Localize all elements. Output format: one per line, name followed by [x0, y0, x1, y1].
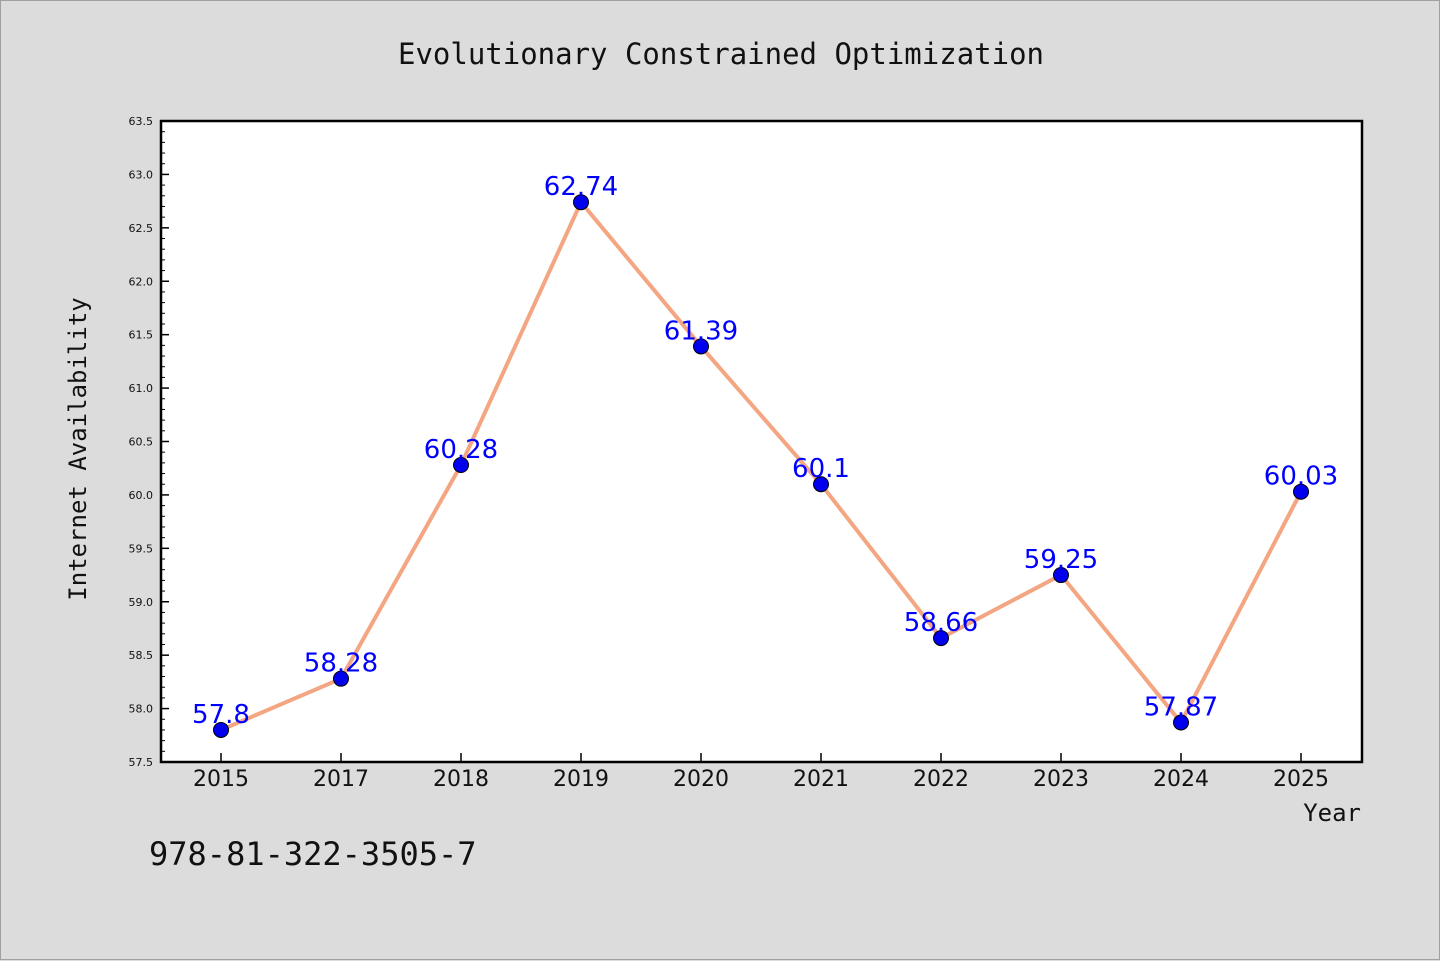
- y-tick-label: 58.5: [129, 649, 154, 662]
- data-point: [1293, 483, 1309, 500]
- x-tick-label: 2025: [1273, 767, 1329, 792]
- x-axis-label: Year: [1303, 799, 1361, 827]
- x-tick-label: 2018: [433, 767, 489, 792]
- data-label: 61.39: [664, 316, 738, 346]
- data-point: [1173, 714, 1189, 731]
- data-label: 59.25: [1024, 545, 1098, 575]
- x-axis: 2015 2017 2018 2019 2020 2021 2022 2023 2024 2025: [193, 753, 1329, 792]
- y-tick-label: 62.0: [129, 275, 154, 288]
- y-tick-label: 61.0: [129, 382, 154, 395]
- x-tick-label: 2019: [553, 767, 609, 792]
- plot-area: [159, 119, 1364, 764]
- y-tick-label: 60.0: [129, 489, 154, 502]
- y-tick-label: 60.5: [129, 436, 154, 449]
- data-point: [693, 338, 709, 355]
- y-tick-label: 63.0: [129, 168, 154, 181]
- data-label: 62.74: [544, 172, 618, 202]
- y-axis-label: Internet Availability: [64, 297, 92, 600]
- y-tick-label: 63.5: [129, 115, 154, 128]
- y-tick-label: 57.5: [129, 756, 154, 769]
- data-point: [1053, 567, 1069, 584]
- y-tick-label: 59.0: [129, 596, 154, 609]
- y-tick-label: 61.5: [129, 329, 154, 342]
- data-point: [573, 194, 589, 211]
- series-line: [220, 200, 1303, 732]
- x-tick-label: 2017: [313, 767, 369, 792]
- x-tick-label: 2023: [1033, 767, 1089, 792]
- series-layer: 57.8 58.28 60.28 62.74 61.39 60.1 58.66 59.25 57…: [192, 172, 1338, 738]
- data-point: [213, 721, 229, 738]
- x-tick-label: 2024: [1153, 767, 1209, 792]
- data-label: 60.28: [424, 435, 498, 465]
- data-label: 60.1: [792, 454, 850, 484]
- x-tick-label: 2015: [193, 767, 249, 792]
- data-point: [813, 476, 829, 493]
- y-tick-label: 58.0: [129, 703, 154, 716]
- data-point: [333, 670, 349, 687]
- data-label: 60.03: [1264, 462, 1338, 492]
- isbn-text: 978-81-322-3505-7: [149, 835, 477, 873]
- data-label: 57.8: [192, 700, 250, 730]
- chart-title: Evolutionary Constrained Optimization: [398, 37, 1044, 71]
- y-axis: 57.5 58.0 58.5 59.0 59.5 60.0 60.5 61.0 61.5 62.0…: [129, 115, 169, 769]
- data-label: 58.66: [904, 608, 978, 638]
- data-point: [933, 630, 949, 647]
- x-tick-label: 2021: [793, 767, 849, 792]
- data-label: 58.28: [304, 649, 378, 679]
- y-tick-label: 62.5: [129, 222, 154, 235]
- data-point: [453, 457, 469, 474]
- y-tick-label: 59.5: [129, 542, 154, 555]
- data-label: 57.87: [1144, 692, 1218, 722]
- x-tick-label: 2022: [913, 767, 969, 792]
- x-tick-label: 2020: [673, 767, 729, 792]
